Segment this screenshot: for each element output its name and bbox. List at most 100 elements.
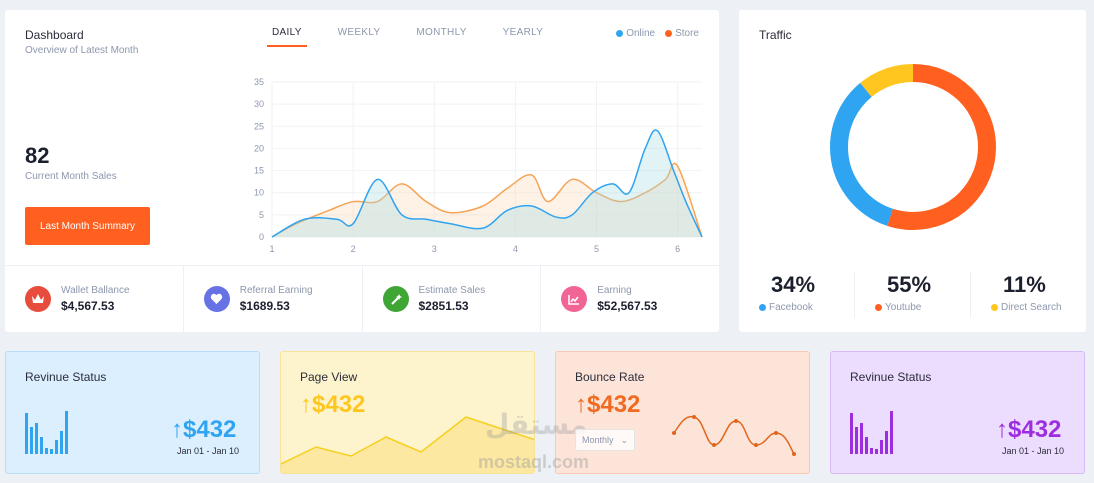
y-tick-label: 25 [254, 121, 264, 131]
traffic-facebook-legend: Facebook [759, 302, 854, 313]
revenue-status-2-date: Jan 01 - Jan 10 [1002, 446, 1065, 456]
traffic-stats: 34% Facebook 55% Youtube 11% Direct Sear… [739, 272, 1086, 318]
current-sales-label: Current Month Sales [25, 171, 117, 182]
legend-online-label: Online [626, 28, 656, 39]
series-area-store [272, 163, 702, 237]
page-view-value: $432 [312, 391, 366, 418]
x-tick-label: 4 [513, 244, 518, 254]
stat-wallet-value: $4,567.53 [61, 299, 115, 313]
bounce-rate-title: Bounce Rate [575, 370, 645, 384]
tab-weekly[interactable]: WEEKLY [337, 27, 381, 38]
series-line-store [271, 162, 703, 238]
dashboard-card: Dashboard Overview of Latest Month DAILY… [5, 10, 719, 332]
y-tick-label: 0 [259, 232, 264, 242]
revenue-bars-sparkline-2 [850, 411, 893, 454]
last-month-summary-button[interactable]: Last Month Summary [25, 207, 150, 245]
stat-wallet-label: Wallet Ballance [61, 285, 130, 296]
heart-icon [203, 286, 230, 312]
arrow-up-icon: ↑ [575, 391, 587, 418]
traffic-facebook-label: Facebook [769, 302, 813, 313]
page-view-card: Page View ↑$432 [280, 351, 535, 474]
bounce-rate-card: Bounce Rate ↑$432 [555, 351, 810, 474]
current-sales-value: 82 [25, 143, 50, 168]
legend-store-dot [665, 30, 673, 37]
traffic-youtube-value: 55% [887, 272, 932, 297]
period-tabs: DAILY WEEKLY MONTHLY YEARLY [267, 27, 574, 47]
period-select[interactable]: Monthly ⌄ [575, 429, 635, 451]
traffic-card: Traffic 34% Facebook 55% Youtube 11% Dir… [739, 10, 1086, 332]
page-view-area-sparkline [281, 416, 534, 473]
series-area-online [272, 129, 702, 237]
stat-referral: Referral Earning $1689.53 [184, 266, 363, 332]
tab-daily[interactable]: DAILY [267, 27, 307, 47]
y-tick-label: 20 [254, 143, 264, 153]
traffic-direct-legend: Direct Search [991, 302, 1086, 313]
page-view-title: Page View [300, 370, 358, 384]
arrow-up-icon: ↑ [171, 416, 183, 443]
y-tick-label: 10 [254, 188, 264, 198]
stat-wallet: Wallet Ballance $4,567.53 [5, 266, 184, 332]
stat-estimate: Estimate Sales $2851.53 [363, 266, 542, 332]
traffic-stat-youtube: 55% Youtube [855, 272, 971, 318]
revenue-status-2-value: $432 [1008, 416, 1062, 443]
y-tick-label: 5 [259, 210, 264, 220]
revenue-status-2-value-wrap: ↑$432 [996, 416, 1061, 444]
legend-online-dot [616, 30, 624, 37]
traffic-direct-label: Direct Search [1001, 302, 1062, 313]
traffic-facebook-value: 34% [771, 272, 816, 297]
chevron-down-icon: ⌄ [620, 434, 628, 445]
stat-earning-label: Earning [597, 285, 632, 296]
x-tick-label: 3 [432, 244, 437, 254]
revenue-status-value-wrap: ↑$432 [171, 416, 236, 444]
bounce-rate-line-sparkline [672, 415, 796, 456]
stat-earning: Earning $52,567.53 [541, 266, 719, 332]
arrow-up-icon: ↑ [996, 416, 1008, 443]
direct-search-dot [991, 304, 998, 311]
magic-wand-icon [382, 286, 409, 312]
bounce-rate-value-wrap: ↑$432 [575, 391, 640, 419]
legend-store-label: Store [675, 28, 699, 39]
watermark: mostaql.com [478, 452, 590, 472]
watermark-arabic: مستقل [485, 409, 588, 440]
revenue-status-date: Jan 01 - Jan 10 [177, 446, 240, 456]
revenue-bars-sparkline [25, 411, 68, 454]
traffic-youtube-legend: Youtube [875, 302, 970, 313]
youtube-dot [875, 304, 882, 311]
y-tick-label: 15 [254, 166, 264, 176]
period-select-value: Monthly [582, 435, 614, 445]
tab-yearly[interactable]: YEARLY [502, 27, 544, 38]
revenue-status-card-2: Revinue Status ↑$432 Jan 01 - Jan 10 [830, 351, 1085, 474]
traffic-stat-facebook: 34% Facebook [739, 272, 855, 318]
donut-slice-facebook [830, 64, 996, 230]
stats-row: Wallet Ballance $4,567.53 Referral Earni… [5, 265, 719, 332]
revenue-status-title: Revinue Status [25, 370, 107, 384]
traffic-stat-direct: 11% Direct Search [971, 272, 1086, 318]
sales-chart: 0 5 10 15 20 25 30 35 1 2 3 4 5 6 [254, 77, 703, 254]
traffic-donut-chart [830, 64, 996, 230]
revenue-status-card: Revinue Status ↑$432 Jan 01 - Jan 10 [5, 351, 260, 474]
revenue-status-2-title: Revinue Status [850, 370, 932, 384]
legend-online: Online [616, 28, 655, 39]
dashboard-subtitle: Overview of Latest Month [25, 45, 139, 56]
stat-estimate-label: Estimate Sales [418, 285, 486, 296]
tab-monthly[interactable]: MONTHLY [416, 27, 467, 38]
donut-slice-direct-search [830, 64, 996, 230]
x-tick-label: 1 [269, 244, 274, 254]
x-tick-label: 6 [675, 244, 680, 254]
chart-icon [561, 286, 588, 312]
revenue-status-value: $432 [183, 416, 237, 443]
chart-legend: Online Store [606, 28, 699, 39]
bounce-rate-value: $432 [587, 391, 641, 418]
y-tick-label: 35 [254, 77, 264, 87]
page-view-value-wrap: ↑$432 [300, 391, 365, 419]
x-tick-label: 2 [351, 244, 356, 254]
x-tick-label: 5 [594, 244, 599, 254]
legend-store: Store [665, 28, 699, 39]
crown-icon [25, 286, 51, 312]
y-tick-label: 30 [254, 99, 264, 109]
stat-earning-value: $52,567.53 [597, 299, 658, 313]
dashboard-title: Dashboard [25, 28, 84, 42]
traffic-title: Traffic [759, 28, 792, 42]
stat-estimate-value: $2851.53 [418, 299, 469, 313]
stat-referral-label: Referral Earning [239, 285, 313, 296]
